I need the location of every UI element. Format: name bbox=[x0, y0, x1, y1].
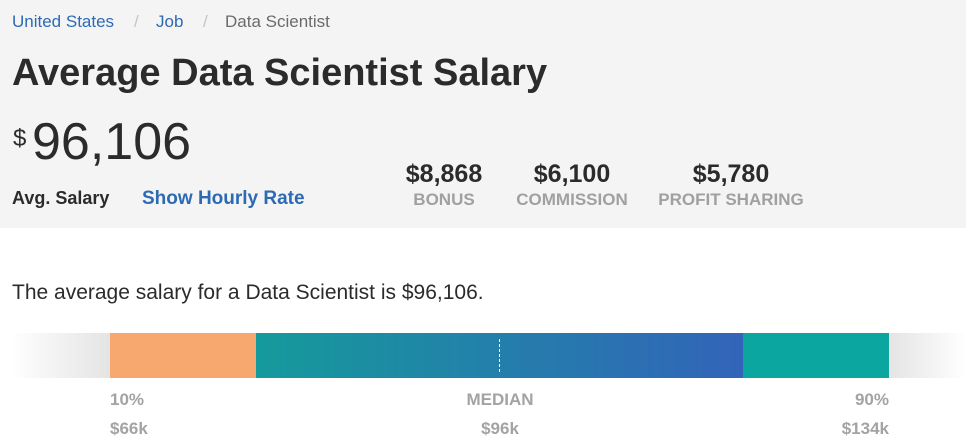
breadcrumb-link[interactable]: Job bbox=[156, 12, 184, 31]
extra-label: PROFIT SHARING bbox=[658, 190, 804, 209]
breadcrumb-separator: / bbox=[203, 12, 208, 31]
range-fade bbox=[10, 333, 110, 378]
extra-label: BONUS bbox=[413, 190, 475, 209]
salary-amount: 96,106 bbox=[32, 113, 192, 171]
header-panel bbox=[0, 0, 966, 228]
page-title: Average Data Scientist Salary bbox=[12, 52, 548, 94]
salary-label: Avg. Salary bbox=[12, 188, 110, 208]
extra-value: $6,100 bbox=[533, 160, 611, 188]
range-fade bbox=[889, 333, 966, 378]
range-value: $134k bbox=[841, 419, 889, 438]
range-label: MEDIAN bbox=[466, 390, 534, 409]
breadcrumb-current: Data Scientist bbox=[225, 12, 330, 31]
breadcrumb-separator: / bbox=[134, 12, 139, 31]
range-high bbox=[743, 333, 889, 378]
hourly-link[interactable]: Show Hourly Rate bbox=[142, 188, 305, 209]
range-label: 90% bbox=[854, 390, 889, 409]
range-low bbox=[110, 333, 256, 378]
range-value: $96k bbox=[481, 419, 519, 438]
description: The average salary for a Data Scientist … bbox=[12, 281, 484, 304]
extra-value: $8,868 bbox=[405, 160, 483, 188]
range-value: $66k bbox=[110, 419, 148, 438]
extra-label: COMMISSION bbox=[516, 190, 628, 209]
currency-symbol: $ bbox=[13, 125, 27, 152]
extra-value: $5,780 bbox=[692, 160, 770, 188]
range-label: 10% bbox=[110, 390, 145, 409]
breadcrumb-link[interactable]: United States bbox=[12, 12, 115, 31]
salary-range-bar bbox=[10, 333, 966, 378]
